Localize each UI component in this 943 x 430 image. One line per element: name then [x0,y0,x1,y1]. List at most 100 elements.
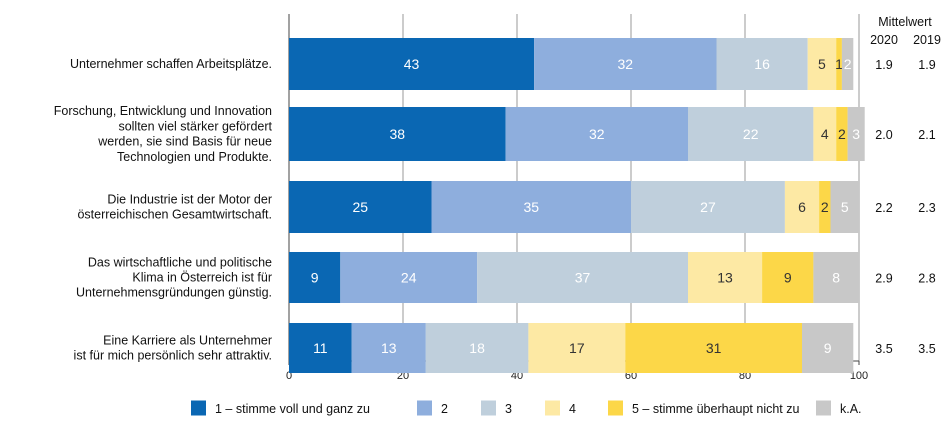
legend-swatch [545,400,560,416]
legend-label: k.A. [840,402,862,416]
data-label: 6 [798,199,806,215]
data-label: 3 [852,126,860,142]
legend-label: 5 – stimme überhaupt nicht zu [632,402,799,416]
bar-segment [762,252,814,303]
data-label: 11 [313,340,328,356]
data-label: 24 [401,270,417,286]
data-label: 35 [523,199,539,215]
category-label: Technologien und Produkte. [117,150,272,164]
bar-segment [807,38,837,90]
x-tick-label: 0 [286,370,292,382]
mittelwert-year: 2020 [870,33,898,47]
bar-segment [819,181,831,233]
bar-segment [784,181,820,233]
bar-segment [830,181,859,233]
mittelwert-value: 2.9 [875,272,892,286]
category-label: Unternehmer schaffen Arbeitsplätze. [70,57,272,71]
category-label: österreichischen Gesamtwirtschaft. [77,208,272,222]
category-label: Forschung, Entwicklung und Innovation [54,104,272,118]
mittelwert-header: Mittelwert [878,15,932,29]
data-label: 2 [844,56,852,72]
data-label: 8 [832,270,840,286]
category-label: werden, sie sind Basis für neue [97,135,272,149]
mittelwert-year: 2019 [913,33,941,47]
bar-segment [289,107,506,161]
category-label: Klima in Österreich ist für [132,271,272,285]
legend-label: 4 [569,402,576,416]
bar-segment [813,252,859,303]
data-label: 38 [390,126,406,142]
mittelwert-value: 1.9 [875,58,892,72]
bar-segment [351,323,426,373]
bar-segment [505,107,688,161]
data-label: 17 [569,340,585,356]
bar-segment [688,107,814,161]
data-label: 5 [841,199,849,215]
mittelwert-value: 3.5 [918,342,935,356]
data-label: 9 [311,270,319,286]
legend-swatch [417,400,432,416]
data-label: 5 [818,56,826,72]
bar-segment [431,181,631,233]
bar-segment [289,252,341,303]
bar-segment [631,181,785,233]
data-label: 32 [618,56,634,72]
bar-segment [289,38,535,90]
category-label: Eine Karriere als Unternehmer [103,333,272,347]
data-label: 1 [835,56,843,72]
mittelwert-value: 2.3 [918,201,935,215]
data-label: 2 [838,126,846,142]
bar-segment [716,38,808,90]
legend-swatch [191,400,206,416]
bar-segment [802,323,854,373]
data-label: 4 [821,126,829,142]
bar-segment [340,252,478,303]
legend-label: 1 – stimme voll und ganz zu [215,402,370,416]
mittelwert-value: 2.8 [918,272,935,286]
data-label: 13 [381,340,397,356]
category-label: sollten viel stärker gefördert [118,119,272,133]
legend-swatch [481,400,496,416]
data-label: 37 [575,270,591,286]
data-label: 32 [589,126,605,142]
data-label: 16 [754,56,770,72]
data-label: 27 [700,199,716,215]
legend-swatch [816,400,831,416]
bar-segment [841,38,854,90]
data-label: 9 [824,340,832,356]
bar-segment [289,181,432,233]
bar-segment [625,323,802,373]
mittelwert-value: 1.9 [918,58,935,72]
data-label: 9 [784,270,792,286]
legend-label: 3 [505,402,512,416]
mittelwert-value: 2.0 [875,128,892,142]
bar-segment [289,323,352,373]
category-label: Unternehmensgründungen günstig. [76,286,272,300]
legend-label: 2 [441,402,448,416]
category-label: Das wirtschaftliche und politische [88,255,272,269]
mittelwert-value: 2.2 [875,201,892,215]
mittelwert-value: 2.1 [918,128,935,142]
data-label: 13 [717,270,733,286]
bar-segment [528,323,626,373]
bar-segment [847,107,865,161]
category-label: ist für mich persönlich sehr attraktiv. [74,349,272,363]
bar-segment [477,252,688,303]
bar-segment [425,323,529,373]
data-label: 43 [404,56,420,72]
bar-segment [813,107,837,161]
data-label: 31 [706,340,722,356]
data-label: 22 [743,126,759,142]
x-tick-label: 100 [850,370,868,382]
data-label: 25 [352,199,368,215]
bar-segment [534,38,717,90]
legend-swatch [608,400,623,416]
bar-segment [688,252,763,303]
mittelwert-value: 3.5 [875,342,892,356]
data-label: 18 [469,340,485,356]
bar-segment [836,38,842,90]
category-label: Die Industrie ist der Motor der [107,192,272,206]
data-label: 2 [821,199,829,215]
bar-segment [836,107,848,161]
